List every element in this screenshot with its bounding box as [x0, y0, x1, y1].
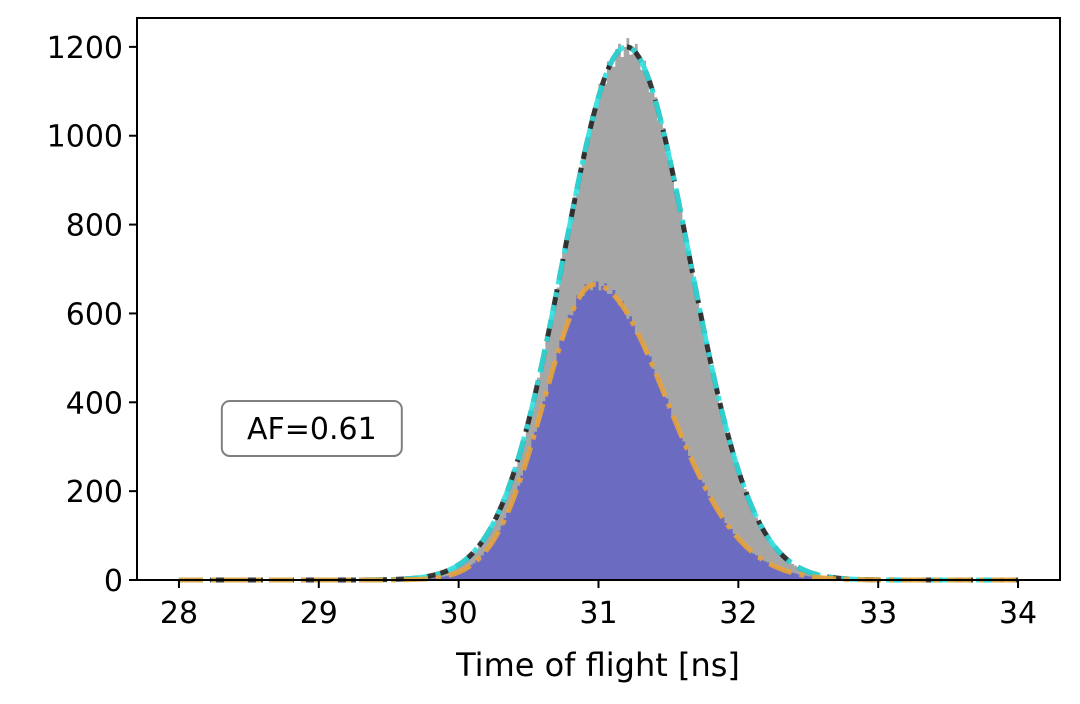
x-tick-label: 34	[999, 596, 1037, 631]
x-tick-label: 30	[440, 596, 478, 631]
plot-area	[178, 38, 1019, 583]
y-tick-label: 800	[66, 209, 123, 244]
tick-layer: 28 29 30 31 32 33 34 0 200 400 600 800 1000 1200	[47, 31, 1037, 631]
y-tick-label: 0	[104, 564, 123, 599]
y-tick-label: 200	[66, 475, 123, 510]
y-tick-label: 1000	[47, 120, 123, 155]
histogram-series-2	[178, 281, 1019, 580]
y-tick-label: 400	[66, 386, 123, 421]
y-tick-label: 1200	[47, 31, 123, 66]
x-tick-label: 28	[160, 596, 198, 631]
annotation-text: AF=0.61	[247, 412, 377, 447]
y-tick-label: 600	[66, 297, 123, 332]
annotation-frame	[220, 399, 403, 457]
x-tick-label: 31	[579, 596, 617, 631]
x-axis-label: Time of flight [ns]	[455, 646, 740, 684]
x-tick-label: 33	[859, 596, 897, 631]
x-tick-label: 29	[300, 596, 338, 631]
x-tick-label: 32	[719, 596, 757, 631]
annotation-box: AF=0.61	[220, 399, 403, 457]
